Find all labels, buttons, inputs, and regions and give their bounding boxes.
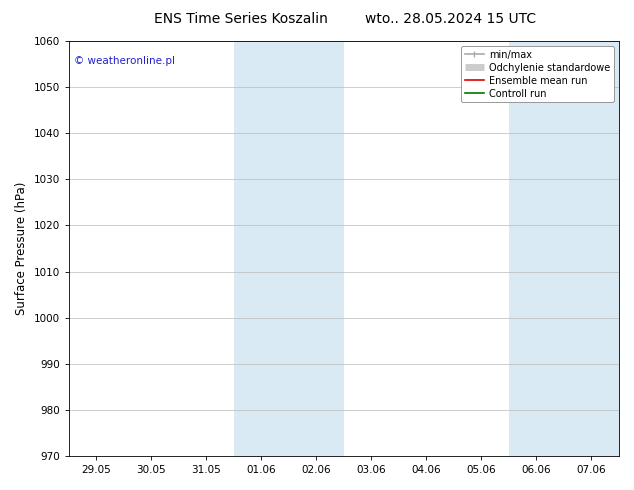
Bar [509, 41, 619, 456]
Bar [234, 41, 344, 456]
Text: wto.. 28.05.2024 15 UTC: wto.. 28.05.2024 15 UTC [365, 12, 536, 26]
Text: © weatheronline.pl: © weatheronline.pl [74, 55, 176, 66]
Y-axis label: Surface Pressure (hPa): Surface Pressure (hPa) [15, 182, 28, 315]
Text: ENS Time Series Koszalin: ENS Time Series Koszalin [154, 12, 328, 26]
Legend: min/max, Odchylenie standardowe, Ensemble mean run, Controll run: min/max, Odchylenie standardowe, Ensembl… [461, 46, 614, 102]
